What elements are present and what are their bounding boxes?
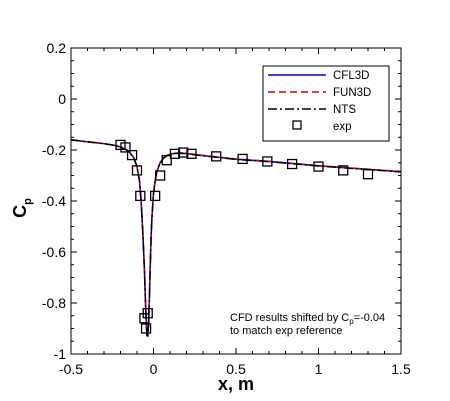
exp-point	[338, 165, 349, 176]
svg-text:Cp: Cp	[10, 198, 34, 218]
exp-point	[262, 156, 273, 167]
y-axis-title-sub: p	[22, 198, 34, 205]
y-tick-label: -0.6	[42, 244, 66, 260]
exp-point	[362, 169, 374, 180]
exp-point	[154, 170, 166, 181]
exp-point	[135, 190, 146, 202]
exp-point	[178, 147, 189, 158]
exp-point	[131, 165, 143, 176]
legend-label-exp: exp	[333, 121, 352, 133]
legend-box	[262, 65, 390, 142]
annotation-text-line2: to match exp reference	[230, 325, 343, 337]
x-tick-label: 0.5	[226, 361, 246, 377]
exp-point	[313, 161, 324, 172]
exp-point	[142, 308, 153, 319]
y-tick-label: -0.8	[42, 295, 66, 311]
legend-swatch-exp	[292, 120, 302, 130]
x-tick-label: 0	[150, 361, 158, 377]
exp-point	[169, 148, 181, 159]
y-tick-label: 0.2	[47, 40, 67, 56]
svg-text:CFD results shifted by Cp=-0.0: CFD results shifted by Cp=-0.04	[230, 312, 385, 326]
x-tick-label: 1.5	[391, 361, 411, 377]
y-tick-label: -0.4	[42, 193, 66, 209]
legend-label-nts: NTS	[333, 104, 356, 116]
annotation-text-part2: =-0.04	[354, 312, 386, 324]
legend-label-cfl3d: CFL3D	[333, 70, 369, 82]
legend-label-fun3d: FUN3D	[333, 87, 371, 99]
exp-point	[186, 148, 197, 159]
exp-point	[161, 155, 172, 166]
legend: CFL3D FUN3D NTS exp	[262, 65, 390, 142]
exp-point	[126, 149, 138, 161]
y-tick-label: -0.2	[42, 142, 66, 158]
exp-point	[211, 151, 222, 162]
exp-point	[120, 142, 131, 153]
x-tick-label: 1	[315, 361, 323, 377]
shift-annotation: CFD results shifted by Cp=-0.04 to match…	[230, 312, 385, 337]
exp-point	[286, 158, 298, 170]
exp-point	[237, 153, 248, 165]
annotation-text-sub: p	[349, 317, 354, 326]
x-tick-label: -0.5	[59, 361, 83, 377]
y-axis-title: Cp	[10, 198, 34, 218]
annotation-text-part1: CFD results shifted by C	[230, 312, 349, 324]
y-tick-label: -1	[54, 346, 67, 362]
ticks-layer: -0.5 0 0.5 1 1.5 0.2 0 -0.2 -0.4 -0.6 -0.8 -1	[42, 40, 411, 377]
exp-point	[140, 323, 152, 334]
y-axis-title-main: C	[10, 205, 30, 218]
x-axis-title: x, m	[218, 374, 254, 394]
exp-point	[149, 190, 161, 202]
series-layer	[71, 139, 401, 339]
y-tick-label: 0	[58, 91, 66, 107]
